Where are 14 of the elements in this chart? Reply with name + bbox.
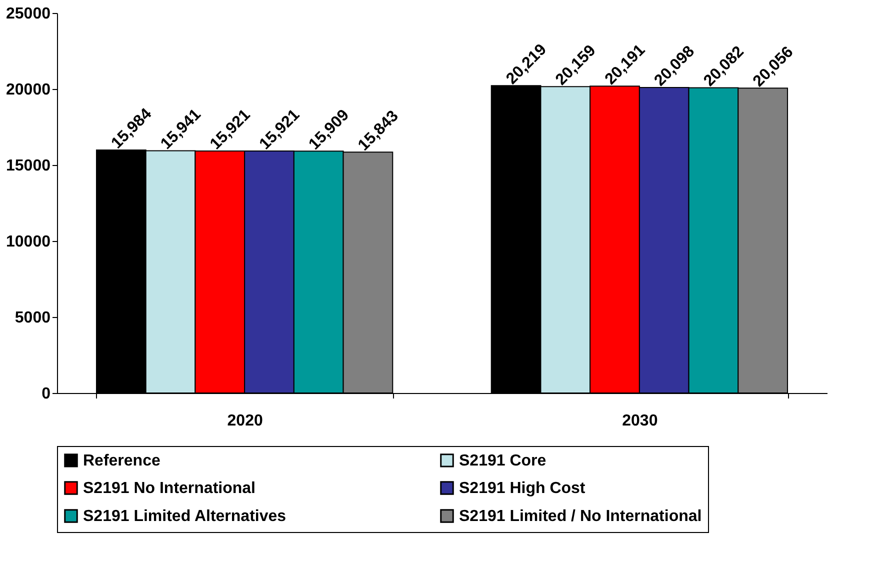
y-tick-label: 20000 [6, 82, 51, 98]
legend-label: S2191 Core [459, 452, 546, 470]
y-tick-label: 5000 [14, 310, 51, 326]
y-tick-label: 10000 [6, 234, 51, 250]
x-tick-label: 2020 [227, 412, 263, 430]
y-tick-label: 25000 [6, 6, 51, 22]
y-tick-label: 0 [42, 386, 51, 402]
legend-label: S2191 No International [83, 480, 256, 497]
legend-label: Reference [83, 452, 160, 470]
y-tick-label: 15000 [6, 158, 51, 174]
legend-label: S2191 Limited / No International [459, 508, 702, 525]
legend-label: S2191 Limited Alternatives [83, 508, 286, 525]
x-tick-label: 2030 [622, 412, 658, 430]
legend-label: S2191 High Cost [459, 480, 586, 497]
